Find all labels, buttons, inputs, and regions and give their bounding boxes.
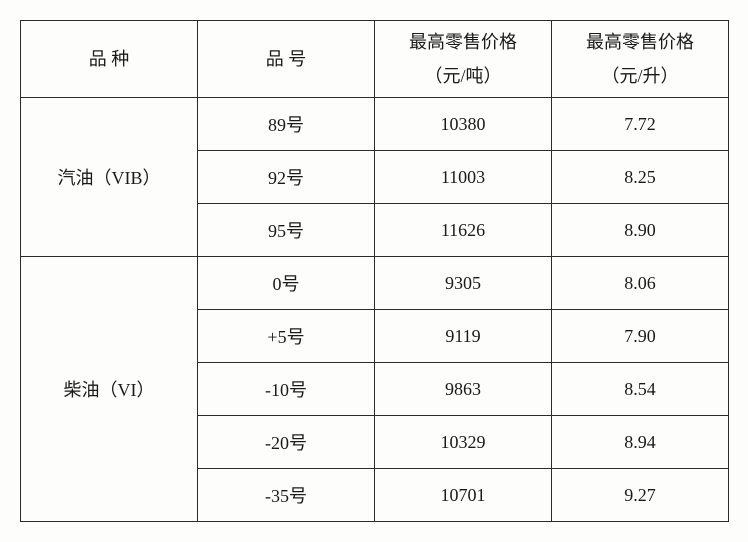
- grade-cell: +5号: [198, 310, 375, 363]
- table-row: 汽油（VIB） 89号 10380 7.72: [21, 98, 729, 151]
- price-liter-cell: 9.27: [552, 469, 729, 522]
- price-ton-cell: 10701: [375, 469, 552, 522]
- type-cell-gasoline: 汽油（VIB）: [21, 98, 198, 257]
- grade-cell: 92号: [198, 151, 375, 204]
- col-header-price-liter-line2: （元/升）: [601, 66, 678, 86]
- price-ton-cell: 10380: [375, 98, 552, 151]
- table-header-row: 品 种 品 号 最高零售价格 （元/吨） 最高零售价格 （元/升）: [21, 21, 729, 98]
- col-header-price-liter-line1: 最高零售价格: [586, 32, 694, 52]
- grade-cell: -20号: [198, 416, 375, 469]
- price-liter-cell: 8.90: [552, 204, 729, 257]
- price-ton-cell: 11003: [375, 151, 552, 204]
- grade-cell: 89号: [198, 98, 375, 151]
- price-ton-cell: 9863: [375, 363, 552, 416]
- price-liter-cell: 8.25: [552, 151, 729, 204]
- col-header-grade: 品 号: [198, 21, 375, 98]
- price-ton-cell: 9119: [375, 310, 552, 363]
- price-ton-cell: 11626: [375, 204, 552, 257]
- col-header-price-ton-line1: 最高零售价格: [409, 32, 517, 52]
- table-row: 柴油（VI） 0号 9305 8.06: [21, 257, 729, 310]
- type-cell-diesel: 柴油（VI）: [21, 257, 198, 522]
- price-liter-cell: 8.94: [552, 416, 729, 469]
- price-liter-cell: 7.72: [552, 98, 729, 151]
- grade-cell: 0号: [198, 257, 375, 310]
- grade-cell: -35号: [198, 469, 375, 522]
- grade-cell: -10号: [198, 363, 375, 416]
- price-ton-cell: 9305: [375, 257, 552, 310]
- price-liter-cell: 8.06: [552, 257, 729, 310]
- fuel-price-table: 品 种 品 号 最高零售价格 （元/吨） 最高零售价格 （元/升） 汽油（VIB…: [20, 20, 729, 522]
- price-liter-cell: 8.54: [552, 363, 729, 416]
- col-header-price-liter: 最高零售价格 （元/升）: [552, 21, 729, 98]
- col-header-price-ton-line2: （元/吨）: [424, 66, 501, 86]
- col-header-type: 品 种: [21, 21, 198, 98]
- col-header-price-ton: 最高零售价格 （元/吨）: [375, 21, 552, 98]
- grade-cell: 95号: [198, 204, 375, 257]
- price-liter-cell: 7.90: [552, 310, 729, 363]
- price-ton-cell: 10329: [375, 416, 552, 469]
